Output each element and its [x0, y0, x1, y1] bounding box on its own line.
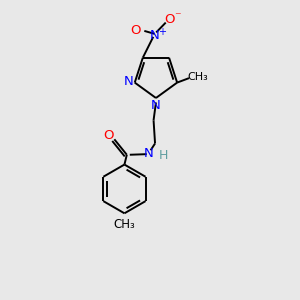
Text: N: N [150, 29, 160, 42]
Text: CH₃: CH₃ [188, 72, 208, 82]
Text: N: N [123, 76, 133, 88]
Text: CH₃: CH₃ [114, 218, 135, 231]
Text: H: H [159, 149, 168, 162]
Text: O: O [104, 129, 114, 142]
Text: N: N [144, 147, 153, 160]
Text: O: O [164, 13, 175, 26]
Text: N: N [151, 99, 161, 112]
Text: ⁻: ⁻ [174, 10, 180, 23]
Text: +: + [158, 26, 166, 37]
Text: O: O [130, 23, 141, 37]
